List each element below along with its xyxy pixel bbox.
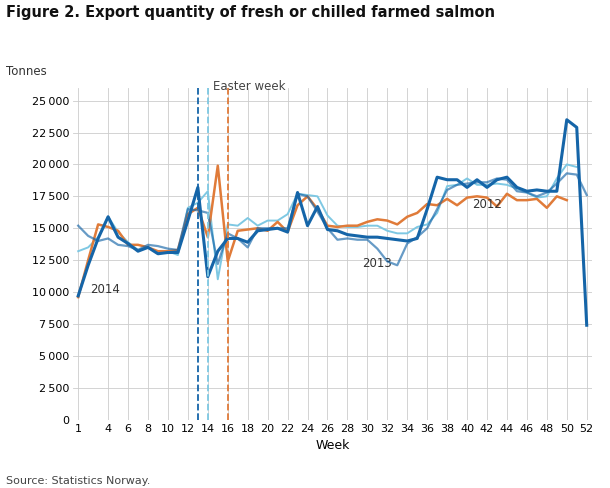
Text: Tonnes: Tonnes xyxy=(6,65,47,78)
Text: 2012: 2012 xyxy=(472,198,502,211)
Text: Figure 2. Export quantity of fresh or chilled farmed salmon: Figure 2. Export quantity of fresh or ch… xyxy=(6,5,495,20)
Text: Source: Statistics Norway.: Source: Statistics Norway. xyxy=(6,476,151,486)
Text: 2014: 2014 xyxy=(90,284,120,296)
Text: 2013: 2013 xyxy=(362,257,392,269)
X-axis label: Week: Week xyxy=(315,439,350,452)
Text: Easter week: Easter week xyxy=(213,80,285,93)
